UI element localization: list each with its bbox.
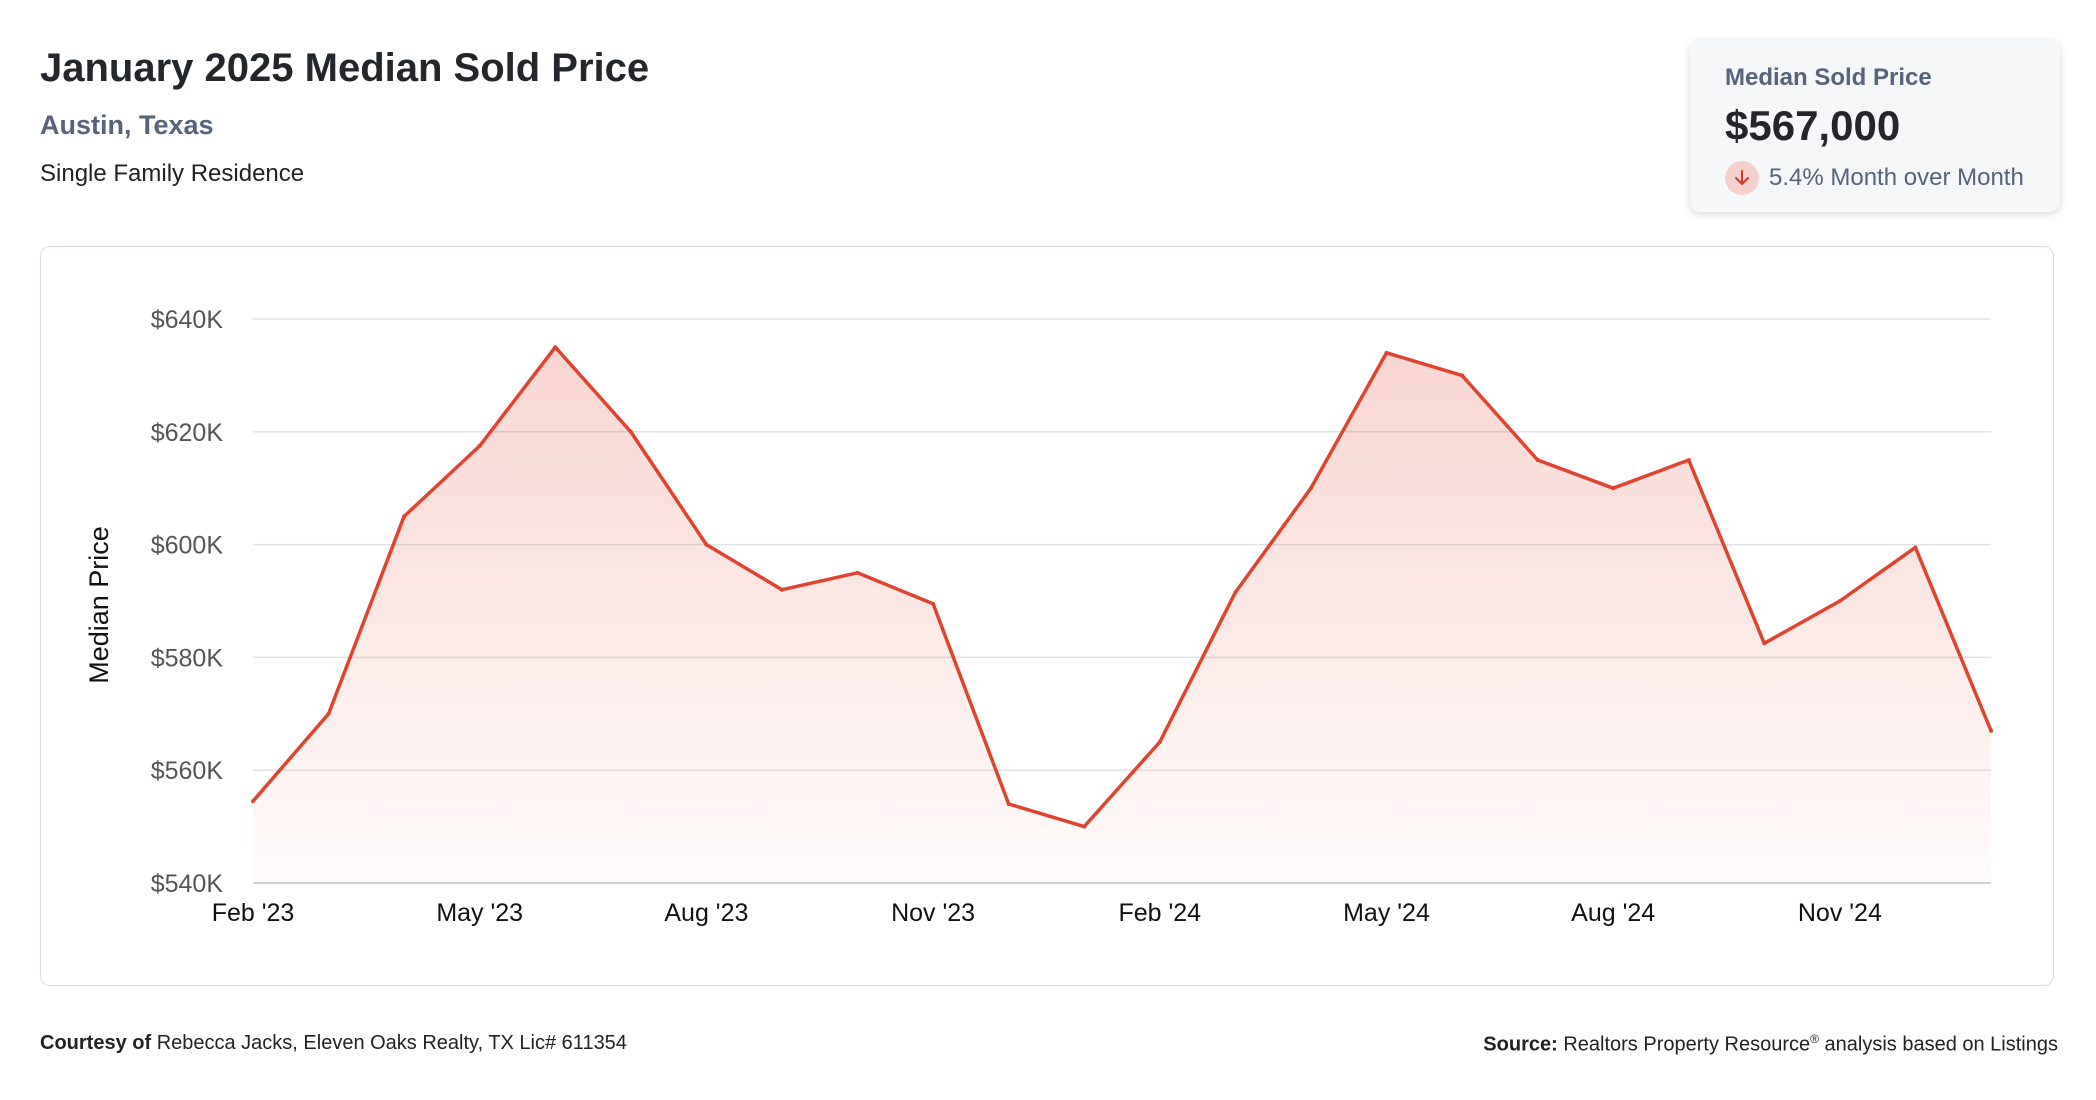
data-point[interactable]: Apr '24: 610000	[1308, 486, 1313, 491]
data-point[interactable]: Sep '23: 592000	[779, 587, 784, 592]
median-price-chart: $540K $560K $580K $600K $620K $640K Feb '23 Ma…	[84, 306, 1993, 927]
arrow-down-icon	[1725, 161, 1759, 195]
data-point[interactable]: Nov '23: 589500	[931, 601, 936, 606]
data-point[interactable]: Sep '24: 615000	[1686, 458, 1691, 462]
data-point[interactable]: Nov '24: 590000	[1837, 599, 1842, 603]
kpi-value: $567,000	[1725, 102, 1901, 149]
source-label: Source:	[1483, 1033, 1558, 1056]
location-subtitle: Austin, Texas	[40, 110, 214, 140]
page-title: January 2025 Median Sold Price	[40, 46, 650, 90]
registered-mark: ®	[1810, 1032, 1819, 1046]
data-point[interactable]: Jan '25: 567000	[1989, 728, 1993, 733]
chart-panel: $540K $560K $580K $600K $620K $640K Feb '23 Ma…	[40, 246, 2054, 986]
courtesy-text: Rebecca Jacks, Eleven Oaks Realty, TX Li…	[156, 1032, 627, 1054]
y-tick-label: $580K	[151, 644, 224, 672]
kpi-label: Median Sold Price	[1725, 64, 1932, 91]
x-tick-label: Aug '24	[1571, 899, 1655, 927]
x-tick-label: May '24	[1343, 899, 1430, 927]
x-tick-label: Feb '24	[1118, 899, 1201, 927]
y-tick-label: $640K	[151, 306, 224, 334]
data-point[interactable]: Jun '23: 635000	[553, 345, 558, 350]
data-point[interactable]: Feb '23: 554500	[251, 799, 255, 804]
data-point[interactable]: Jun '24: 630000	[1460, 373, 1465, 378]
x-tick-label: Feb '23	[212, 899, 295, 927]
x-tick-label: Nov '23	[891, 899, 975, 927]
property-type-label: Single Family Residence	[40, 160, 305, 187]
data-point[interactable]: Mar '23: 570000	[326, 711, 331, 716]
price-line	[251, 345, 1993, 829]
data-point[interactable]: Jul '24: 615000	[1535, 458, 1540, 462]
data-point[interactable]: May '23: 617500	[477, 443, 482, 448]
x-tick-label: May '23	[436, 899, 523, 927]
source-text-tail: analysis based on Listings	[1818, 1033, 2059, 1056]
data-point[interactable]: Apr '23: 605000	[402, 514, 407, 519]
data-point[interactable]: Aug '24: 610000	[1611, 486, 1616, 491]
kpi-change-text: 5.4% Month over Month	[1769, 164, 2024, 191]
x-tick-label: Nov '24	[1798, 899, 1882, 927]
source-text: Realtors Property Resource	[1563, 1033, 1811, 1056]
data-point[interactable]: Oct '24: 582500	[1762, 641, 1767, 646]
y-tick-label: $540K	[151, 870, 224, 898]
data-point[interactable]: Mar '24: 591500	[1233, 590, 1238, 595]
data-point[interactable]: May '24: 634000	[1384, 350, 1389, 355]
data-point[interactable]: Oct '23: 595000	[855, 570, 860, 575]
source-line: Source: Realtors Property Resource® anal…	[1483, 1032, 2058, 1057]
data-point[interactable]: Jul '23: 620000	[628, 429, 633, 434]
courtesy-label: Courtesy of	[40, 1032, 152, 1054]
data-point[interactable]: Dec '24: 599500	[1913, 545, 1918, 550]
x-tick-label: Aug '23	[664, 899, 748, 927]
data-point[interactable]: Feb '24: 565000	[1157, 740, 1162, 744]
y-tick-label: $600K	[151, 532, 224, 560]
y-tick-label: $560K	[151, 757, 224, 785]
y-axis-label: Median Price	[84, 526, 114, 684]
median-price-kpi-card: Median Sold Price $567,000 5.4% Month ov…	[1690, 40, 2060, 212]
data-point[interactable]: Jan '24: 550000	[1082, 824, 1087, 829]
kpi-change: 5.4% Month over Month	[1725, 161, 2024, 195]
courtesy-line: Courtesy of Rebecca Jacks, Eleven Oaks R…	[40, 1032, 627, 1055]
price-area-fill	[253, 347, 1991, 883]
data-point[interactable]: Dec '23: 554000	[1006, 802, 1011, 807]
data-point[interactable]: Aug '23: 600000	[704, 542, 709, 547]
y-tick-label: $620K	[151, 419, 224, 447]
